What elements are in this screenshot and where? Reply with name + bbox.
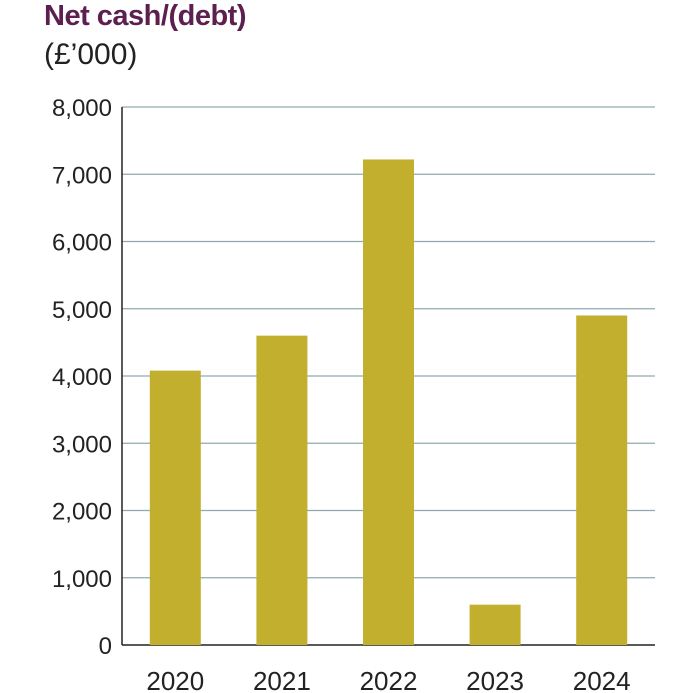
x-tick-label: 2021 [253,666,311,693]
chart-subtitle: (£’000) [44,38,138,71]
x-tick-label: 2024 [573,666,631,693]
bar-2024 [576,315,628,645]
chart-title: Net cash/(debt) [44,0,246,32]
y-tick-label: 7,000 [52,162,112,189]
y-tick-label: 0 [99,633,112,660]
y-axis-tick-labels: 0 1,000 2,000 3,000 4,000 5,000 6,000 7,000 8,00… [52,95,112,660]
y-tick-label: 1,000 [52,566,112,593]
x-axis-tick-labels: 2020 2021 2022 2023 2024 [146,666,630,693]
y-tick-label: 8,000 [52,95,112,122]
y-tick-label: 3,000 [52,431,112,458]
bar-2022 [363,159,414,645]
y-tick-label: 2,000 [52,499,112,526]
bar-2021 [256,335,308,645]
y-tick-label: 6,000 [52,230,112,257]
x-tick-label: 2020 [146,666,204,693]
x-tick-label: 2022 [360,666,418,693]
bar-2020 [149,370,201,645]
y-tick-label: 4,000 [52,364,112,391]
bar-2023 [469,604,521,645]
x-tick-label: 2023 [466,666,524,693]
bars [149,159,628,645]
y-tick-label: 5,000 [52,297,112,324]
